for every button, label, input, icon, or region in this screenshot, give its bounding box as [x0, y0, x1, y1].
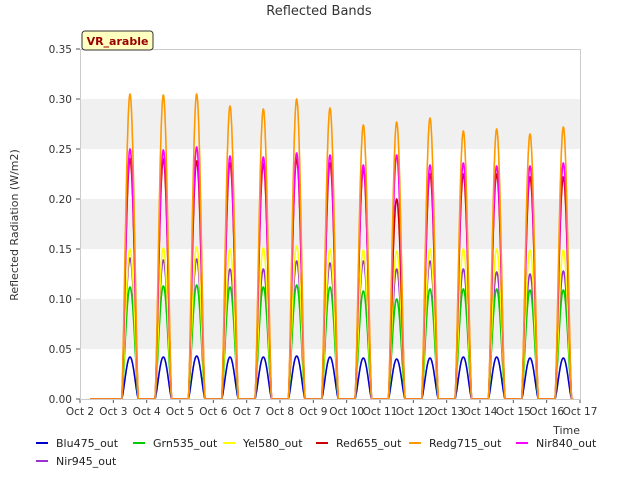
y-axis-ticks: 0.00 0.05 0.10 0.15 0.20 0.25 0.30 0.35	[49, 44, 80, 406]
plot-background	[80, 49, 580, 399]
x-tick-label: Oct 12	[396, 406, 431, 418]
y-tick-label: 0.10	[49, 294, 72, 306]
chart-title: Reflected Bands	[266, 4, 372, 19]
annotation-badge-text: VR_arable	[87, 35, 149, 48]
legend-label: Nir840_out	[536, 437, 597, 450]
grid-band	[80, 249, 580, 299]
grid-band	[80, 299, 580, 349]
y-tick-label: 0.35	[49, 44, 72, 56]
y-tick-label: 0.20	[49, 194, 72, 206]
y-tick-label: 0.25	[49, 144, 72, 156]
x-tick-label: Oct 4	[133, 406, 161, 418]
x-tick-label: Oct 14	[463, 406, 498, 418]
y-axis-label: Reflected Radiation (W/m2)	[8, 149, 21, 301]
x-tick-label: Oct 3	[99, 406, 127, 418]
x-tick-label: Oct 2	[66, 406, 94, 418]
legend-label: Blu475_out	[56, 437, 119, 450]
x-axis-ticks: Oct 2 Oct 3 Oct 4 Oct 5 Oct 6 Oct 7 Oct 8 Oct 9…	[66, 399, 598, 418]
x-tick-label: Oct 10	[329, 406, 364, 418]
x-tick-label: Oct 6	[199, 406, 227, 418]
x-axis-label: Time	[552, 424, 580, 437]
legend-label: Red655_out	[336, 437, 402, 450]
x-tick-label: Oct 11	[363, 406, 398, 418]
legend-label: Grn535_out	[153, 437, 218, 450]
x-tick-label: Oct 9	[299, 406, 327, 418]
annotation-badge: VR_arable	[81, 30, 154, 51]
y-tick-label: 0.30	[49, 94, 72, 106]
x-tick-label: Oct 15	[496, 406, 531, 418]
annotation-badge-box	[81, 30, 154, 51]
x-tick-label: Oct 16	[529, 406, 564, 418]
y-tick-label: 0.15	[49, 244, 72, 256]
x-tick-label: Oct 17	[563, 406, 598, 418]
plot-frame	[80, 49, 581, 400]
y-tick-label: 0.05	[49, 344, 72, 356]
series-line-redg715-out	[89, 93, 574, 400]
x-tick-label: Oct 13	[429, 406, 464, 418]
x-tick-label: Oct 8	[266, 406, 294, 418]
grid-band	[80, 49, 580, 99]
x-tick-label: Oct 7	[233, 406, 261, 418]
series-lines	[89, 93, 574, 400]
grid-band	[80, 99, 580, 149]
legend: Blu475_out Grn535_out Yel580_out Red655_out…	[36, 437, 597, 468]
legend-label: Redg715_out	[429, 437, 502, 450]
x-tick-label: Oct 5	[166, 406, 194, 418]
legend-label: Yel580_out	[242, 437, 303, 450]
legend-label: Nir945_out	[56, 455, 117, 468]
y-tick-label: 0.00	[49, 394, 72, 406]
grid-band	[80, 199, 580, 249]
